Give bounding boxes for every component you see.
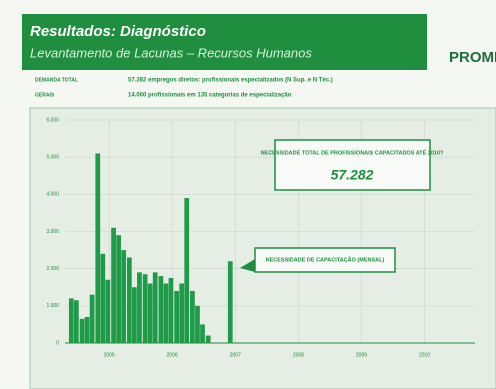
bar xyxy=(105,279,111,343)
y-tick-label: 5.000 xyxy=(46,154,59,160)
bar xyxy=(73,300,79,343)
title: Resultados: Diagnóstico xyxy=(30,23,206,40)
info-label: DEMANDA TOTAL xyxy=(35,77,78,83)
bar xyxy=(84,316,90,343)
bar xyxy=(179,283,185,343)
bar xyxy=(227,261,233,343)
bar xyxy=(132,287,137,343)
bar xyxy=(121,250,127,343)
x-tick-label: 2006 xyxy=(167,352,178,358)
bar xyxy=(95,153,101,343)
info-label: GERAIS xyxy=(35,92,55,98)
bar xyxy=(79,318,85,343)
bar xyxy=(174,290,180,343)
y-tick-label: 2.000 xyxy=(46,266,59,272)
y-tick-label: 4.000 xyxy=(46,192,59,198)
bar xyxy=(89,294,95,343)
x-tick-label: 2005 xyxy=(104,352,115,358)
bar xyxy=(68,298,74,343)
bar xyxy=(142,274,148,343)
bar xyxy=(184,198,190,343)
bar xyxy=(147,283,153,343)
info-text: 14.000 profissionais em 135 categorias d… xyxy=(128,93,292,99)
bar xyxy=(168,277,174,343)
bar xyxy=(126,257,132,343)
annotation: NECESSIDADE DE CAPACITAÇÃO (MENSAL) xyxy=(266,256,385,263)
total-label: NECESSIDADE TOTAL DE PROFISSIONAIS CAPAC… xyxy=(261,148,444,156)
bar xyxy=(205,335,211,343)
x-tick-label: 2008 xyxy=(293,352,304,358)
bar xyxy=(137,272,142,343)
x-tick-label: 2007 xyxy=(230,352,241,358)
bar xyxy=(100,253,106,343)
annotation-box xyxy=(254,247,396,273)
total-value: 57.282 xyxy=(331,167,374,183)
info-text: 57.282 empregos diretos: profissionais e… xyxy=(128,78,333,84)
logo: PROMI xyxy=(449,49,496,66)
bar xyxy=(152,272,158,343)
header-band xyxy=(22,14,427,70)
bar xyxy=(163,283,169,343)
bar xyxy=(158,276,164,343)
subtitle: Levantamento de Lacunas – Recursos Human… xyxy=(30,45,312,60)
bar xyxy=(116,235,121,343)
y-tick-label: 1.000 xyxy=(46,303,59,309)
x-tick-label: 2009 xyxy=(356,352,367,358)
bar xyxy=(200,324,205,343)
annotation-arrow xyxy=(240,259,255,272)
bar xyxy=(111,227,116,343)
x-tick-label: 2010 xyxy=(419,352,430,358)
total-box xyxy=(274,139,431,191)
bar xyxy=(190,290,195,343)
bar xyxy=(195,305,200,343)
y-tick-label: 3.000 xyxy=(46,229,59,235)
y-tick-label: 6.000 xyxy=(46,117,59,123)
y-tick-label: 0 xyxy=(56,340,59,346)
